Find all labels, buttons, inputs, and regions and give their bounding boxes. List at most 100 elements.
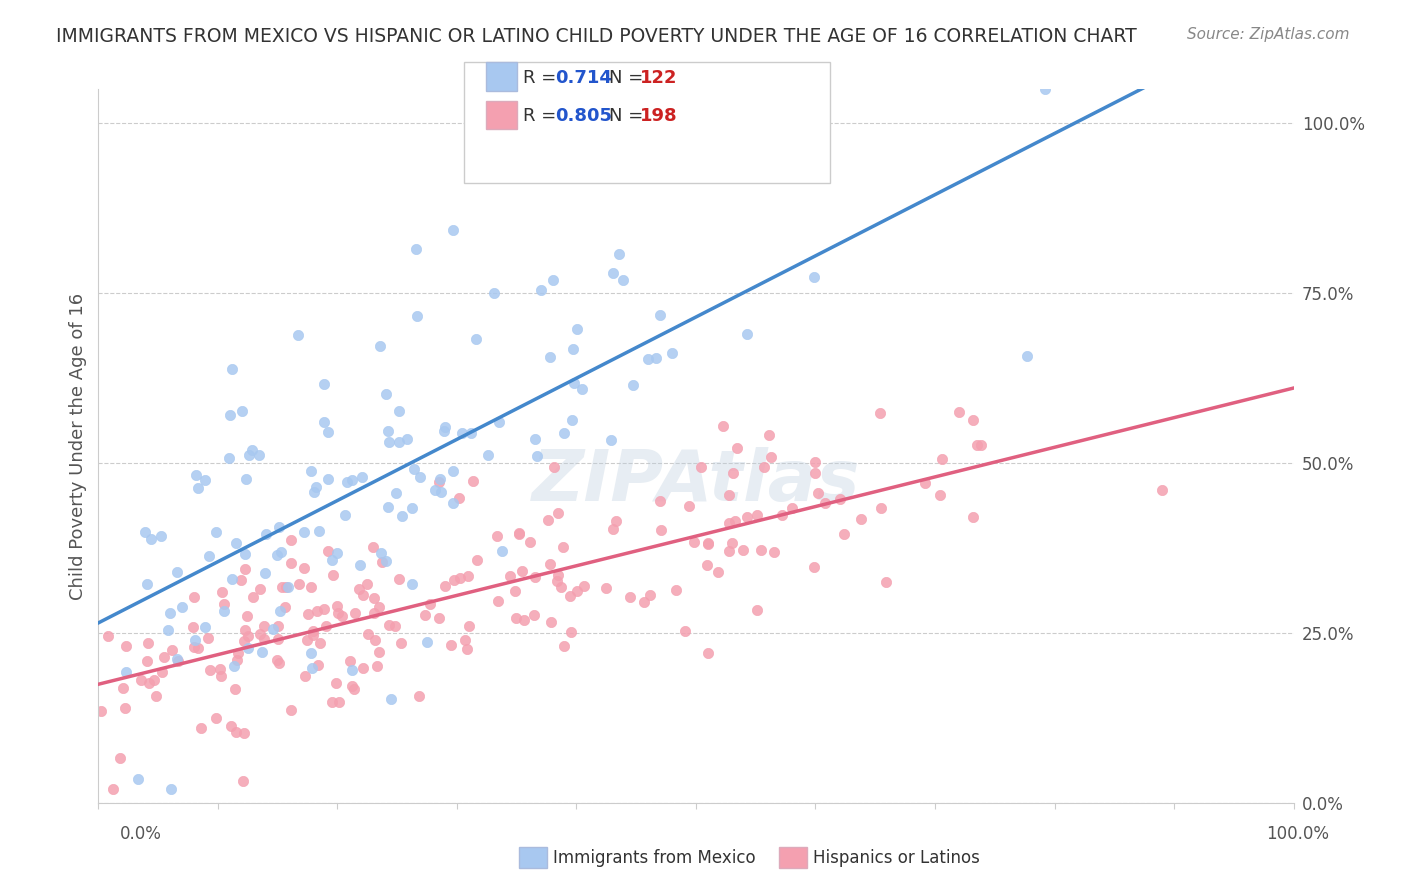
Point (595, 581, 617, 595)
Point (673, 624, 696, 638)
Point (460, 425, 482, 440)
Point (225, 724, 247, 739)
Point (138, 675, 160, 690)
Point (302, 628, 325, 642)
Point (661, 346, 683, 360)
Point (735, 509, 758, 524)
Point (814, 496, 837, 510)
Point (524, 432, 547, 446)
Point (377, 500, 399, 514)
Point (316, 425, 339, 440)
Point (150, 665, 173, 679)
Point (413, 608, 436, 623)
Point (363, 541, 385, 555)
Point (101, 782, 124, 797)
Point (136, 577, 159, 591)
Point (749, 542, 772, 557)
Point (166, 652, 188, 666)
Point (405, 242, 427, 256)
Point (505, 611, 527, 625)
Point (758, 428, 780, 442)
Point (301, 624, 323, 639)
Point (302, 485, 325, 500)
Point (233, 562, 256, 576)
Point (510, 564, 533, 578)
Point (454, 633, 477, 648)
Point (388, 573, 411, 587)
Point (377, 425, 399, 439)
Point (326, 599, 349, 613)
Point (183, 640, 205, 654)
Point (717, 488, 740, 502)
Point (368, 339, 391, 353)
Point (600, 433, 623, 447)
Point (325, 676, 347, 690)
Point (522, 607, 544, 622)
Point (374, 387, 396, 401)
Point (571, 382, 593, 396)
Point (513, 613, 536, 627)
Point (721, 535, 744, 549)
Point (159, 782, 181, 797)
Point (637, 351, 659, 366)
Point (342, 663, 364, 677)
Point (562, 376, 585, 391)
Point (408, 689, 430, 703)
Point (344, 606, 367, 620)
Text: 0.0%: 0.0% (120, 825, 162, 843)
Point (198, 663, 221, 677)
Y-axis label: Child Poverty Under the Age of 16: Child Poverty Under the Age of 16 (69, 293, 87, 599)
Point (328, 695, 350, 709)
Point (314, 376, 336, 391)
Point (339, 654, 361, 668)
Point (270, 545, 292, 559)
Point (433, 579, 456, 593)
Point (212, 604, 235, 618)
Text: ZIPAtlas: ZIPAtlas (531, 447, 860, 516)
Point (451, 425, 474, 440)
Point (219, 718, 242, 732)
Point (602, 522, 624, 536)
Point (350, 470, 373, 484)
Point (807, 486, 830, 500)
Point (553, 426, 575, 441)
Point (269, 604, 291, 618)
Point (803, 455, 825, 469)
Point (759, 450, 782, 465)
Point (347, 582, 370, 596)
Point (187, 641, 209, 656)
Point (605, 514, 627, 528)
Point (238, 448, 260, 462)
Point (352, 660, 374, 674)
Point (447, 491, 470, 505)
Point (553, 639, 575, 653)
Point (648, 493, 671, 508)
Point (267, 520, 290, 534)
Point (153, 649, 176, 664)
Point (301, 661, 323, 675)
Point (1152, 483, 1174, 497)
Point (706, 566, 728, 580)
Point (167, 654, 190, 668)
Point (212, 598, 235, 612)
Point (204, 711, 226, 725)
Point (633, 595, 655, 609)
Point (717, 516, 740, 531)
Point (718, 544, 741, 558)
Point (218, 408, 240, 422)
Point (299, 646, 322, 660)
Point (280, 557, 302, 571)
Point (427, 475, 450, 490)
Point (236, 629, 259, 643)
Point (134, 524, 156, 539)
Point (236, 609, 259, 624)
Point (271, 581, 294, 595)
Point (309, 636, 332, 650)
Point (928, 488, 950, 502)
Point (197, 632, 219, 646)
Point (221, 362, 243, 376)
Point (370, 546, 392, 560)
Point (184, 633, 207, 648)
Point (250, 645, 273, 659)
Point (546, 574, 568, 588)
